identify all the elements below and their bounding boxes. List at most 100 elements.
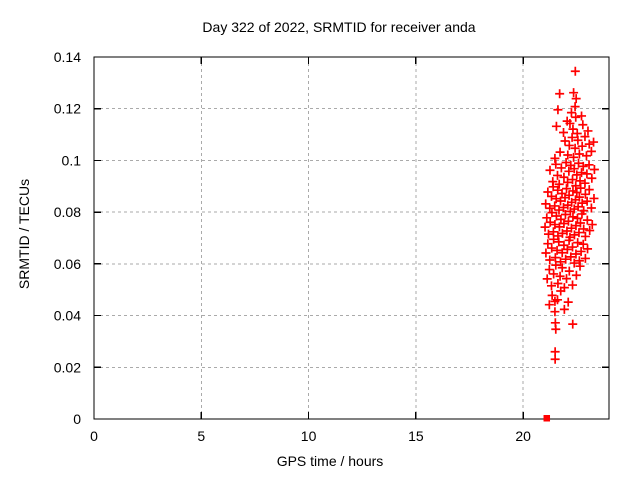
data-point-plus <box>580 178 590 188</box>
data-point-plus <box>567 132 577 142</box>
data-point-plus <box>559 304 569 314</box>
data-point-plus <box>562 184 572 194</box>
data-point-plus <box>571 221 581 231</box>
data-point-plus <box>561 157 571 167</box>
data-point-plus <box>563 216 573 226</box>
data-point-plus <box>577 111 587 121</box>
data-point-plus <box>563 297 573 307</box>
data-point-plus <box>580 231 590 241</box>
data-point-plus <box>564 166 574 176</box>
data-point-plus <box>564 266 574 276</box>
data-point-plus <box>586 203 596 213</box>
data-point-plus <box>571 94 581 104</box>
data-point-plus <box>578 239 588 249</box>
data-point-plus <box>542 274 552 284</box>
data-point-plus <box>570 102 580 112</box>
data-point-plus <box>565 118 575 128</box>
data-point-plus <box>570 143 580 153</box>
x-tick-label: 10 <box>301 428 317 444</box>
y-tick-label: 0.08 <box>54 204 81 220</box>
grid-lines <box>94 57 609 419</box>
data-point-plus <box>556 196 566 206</box>
data-point-plus <box>580 132 590 142</box>
data-point-plus <box>572 187 582 197</box>
data-point-plus <box>576 246 586 256</box>
data-point-plus <box>559 219 569 229</box>
data-point-plus <box>546 281 556 291</box>
data-point-plus <box>551 121 561 131</box>
tick-labels: 0 5 10 15 20 0 0.02 0.04 0.06 0.08 0.1 0.12 0.14 <box>54 49 531 444</box>
data-point-plus <box>556 257 566 267</box>
data-point-plus <box>569 230 579 240</box>
data-point-plus <box>554 205 564 215</box>
data-point-plus <box>571 270 581 280</box>
data-point-plus <box>573 135 583 145</box>
data-point-plus <box>575 218 585 228</box>
data-point-plus <box>582 196 592 206</box>
tick-marks <box>93 56 609 420</box>
data-points <box>540 66 599 422</box>
data-point-plus <box>566 252 576 262</box>
data-point-plus <box>583 126 593 136</box>
data-point-plus <box>545 217 555 227</box>
data-point-plus <box>547 290 557 300</box>
data-point-plus <box>555 89 565 99</box>
data-point-plus <box>583 244 593 254</box>
data-point-plus <box>545 255 555 265</box>
data-point-plus <box>580 253 590 263</box>
data-point-plus <box>563 177 573 187</box>
x-tick-label: 20 <box>515 428 531 444</box>
data-point-plus <box>557 248 567 258</box>
y-tick-label: 0.06 <box>54 256 81 272</box>
data-point-plus <box>545 203 555 213</box>
data-point-plus <box>551 324 561 334</box>
data-point-plus <box>573 238 583 248</box>
data-point-plus <box>587 220 597 230</box>
data-point-plus <box>550 220 560 230</box>
data-point-plus <box>553 170 562 180</box>
data-point-plus <box>543 239 553 249</box>
data-point-plus <box>551 211 561 221</box>
data-point-plus <box>564 140 574 150</box>
data-point-plus <box>570 66 580 76</box>
chart-title: Day 322 of 2022, SRMTID for receiver and… <box>202 19 475 35</box>
y-tick-label: 0.04 <box>54 308 81 324</box>
data-point-plus <box>576 183 586 193</box>
data-point-plus <box>571 249 581 259</box>
data-point-plus <box>548 182 558 192</box>
data-point-plus <box>578 161 588 171</box>
data-point-plus <box>574 228 584 238</box>
data-point-plus <box>563 150 573 160</box>
data-point-plus <box>574 149 584 159</box>
data-point-plus <box>566 223 576 233</box>
data-point-plus <box>569 152 579 162</box>
data-point-plus <box>585 226 595 236</box>
data-point-plus <box>572 213 582 223</box>
x-tick-label: 0 <box>90 428 98 444</box>
data-point-plus <box>550 153 560 163</box>
data-point-plus <box>554 222 564 232</box>
data-point-plus <box>568 280 578 290</box>
y-tick-label: 0.14 <box>54 49 81 65</box>
x-tick-label: 15 <box>408 428 424 444</box>
y-axis-label: SRMTID / TECUs <box>16 179 32 289</box>
data-point-plus <box>561 254 571 264</box>
data-point-plus <box>546 191 556 201</box>
data-point-plus <box>569 88 579 98</box>
y-tick-label: 0.1 <box>62 152 82 168</box>
data-point-square <box>543 415 551 422</box>
data-point-plus <box>541 199 551 209</box>
data-point-plus <box>547 208 557 218</box>
data-point-plus <box>557 263 567 273</box>
data-point-plus <box>568 186 578 196</box>
y-tick-label: 0.12 <box>54 101 81 117</box>
data-point-plus <box>553 295 562 305</box>
data-point-plus <box>575 261 585 271</box>
data-point-plus <box>549 234 559 244</box>
data-point-plus <box>589 193 599 203</box>
data-point-plus <box>582 169 592 179</box>
data-point-plus <box>568 124 578 134</box>
data-point-plus <box>584 185 594 195</box>
